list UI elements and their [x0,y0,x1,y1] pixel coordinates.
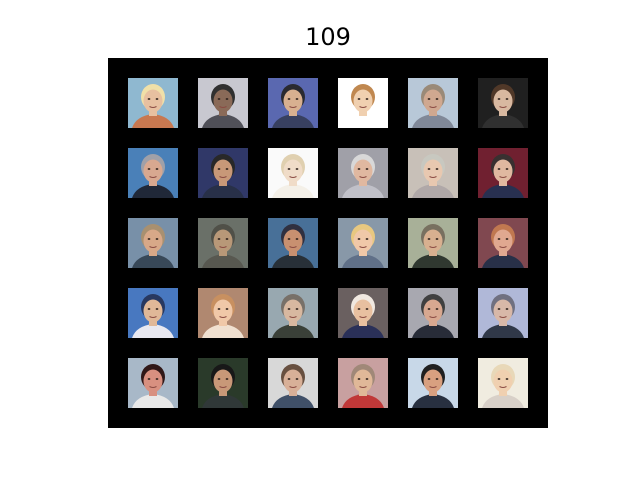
face-image [408,288,458,338]
face-image [478,148,528,198]
face-image [408,78,458,128]
face-image [338,148,388,198]
face-image [408,218,458,268]
face-image [338,288,388,338]
face-image [198,358,248,408]
face-image [198,78,248,128]
face-image [128,288,178,338]
face-image [128,218,178,268]
face-image [128,148,178,198]
face-image [478,358,528,408]
face-image [408,358,458,408]
face-image [128,358,178,408]
face-image [338,78,388,128]
face-image [198,218,248,268]
face-image [268,78,318,128]
image-grid-panel [108,58,548,428]
face-image [198,288,248,338]
face-image [478,288,528,338]
face-image [478,218,528,268]
face-image [268,218,318,268]
face-image [128,78,178,128]
face-image [478,78,528,128]
face-image [268,148,318,198]
face-image [268,288,318,338]
figure-title: 109 [305,23,351,51]
face-image [408,148,458,198]
face-image [338,358,388,408]
face-image [198,148,248,198]
face-image [338,218,388,268]
face-image [268,358,318,408]
